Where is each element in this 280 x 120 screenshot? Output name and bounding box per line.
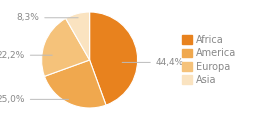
Wedge shape xyxy=(45,60,106,108)
Wedge shape xyxy=(66,12,90,60)
Wedge shape xyxy=(90,12,137,105)
Legend: Africa, America, Europa, Asia: Africa, America, Europa, Asia xyxy=(178,31,240,89)
Wedge shape xyxy=(42,18,90,76)
Text: 25,0%: 25,0% xyxy=(0,95,69,104)
Text: 8,3%: 8,3% xyxy=(16,13,78,22)
Text: 44,4%: 44,4% xyxy=(122,58,184,67)
Text: 22,2%: 22,2% xyxy=(0,51,52,60)
